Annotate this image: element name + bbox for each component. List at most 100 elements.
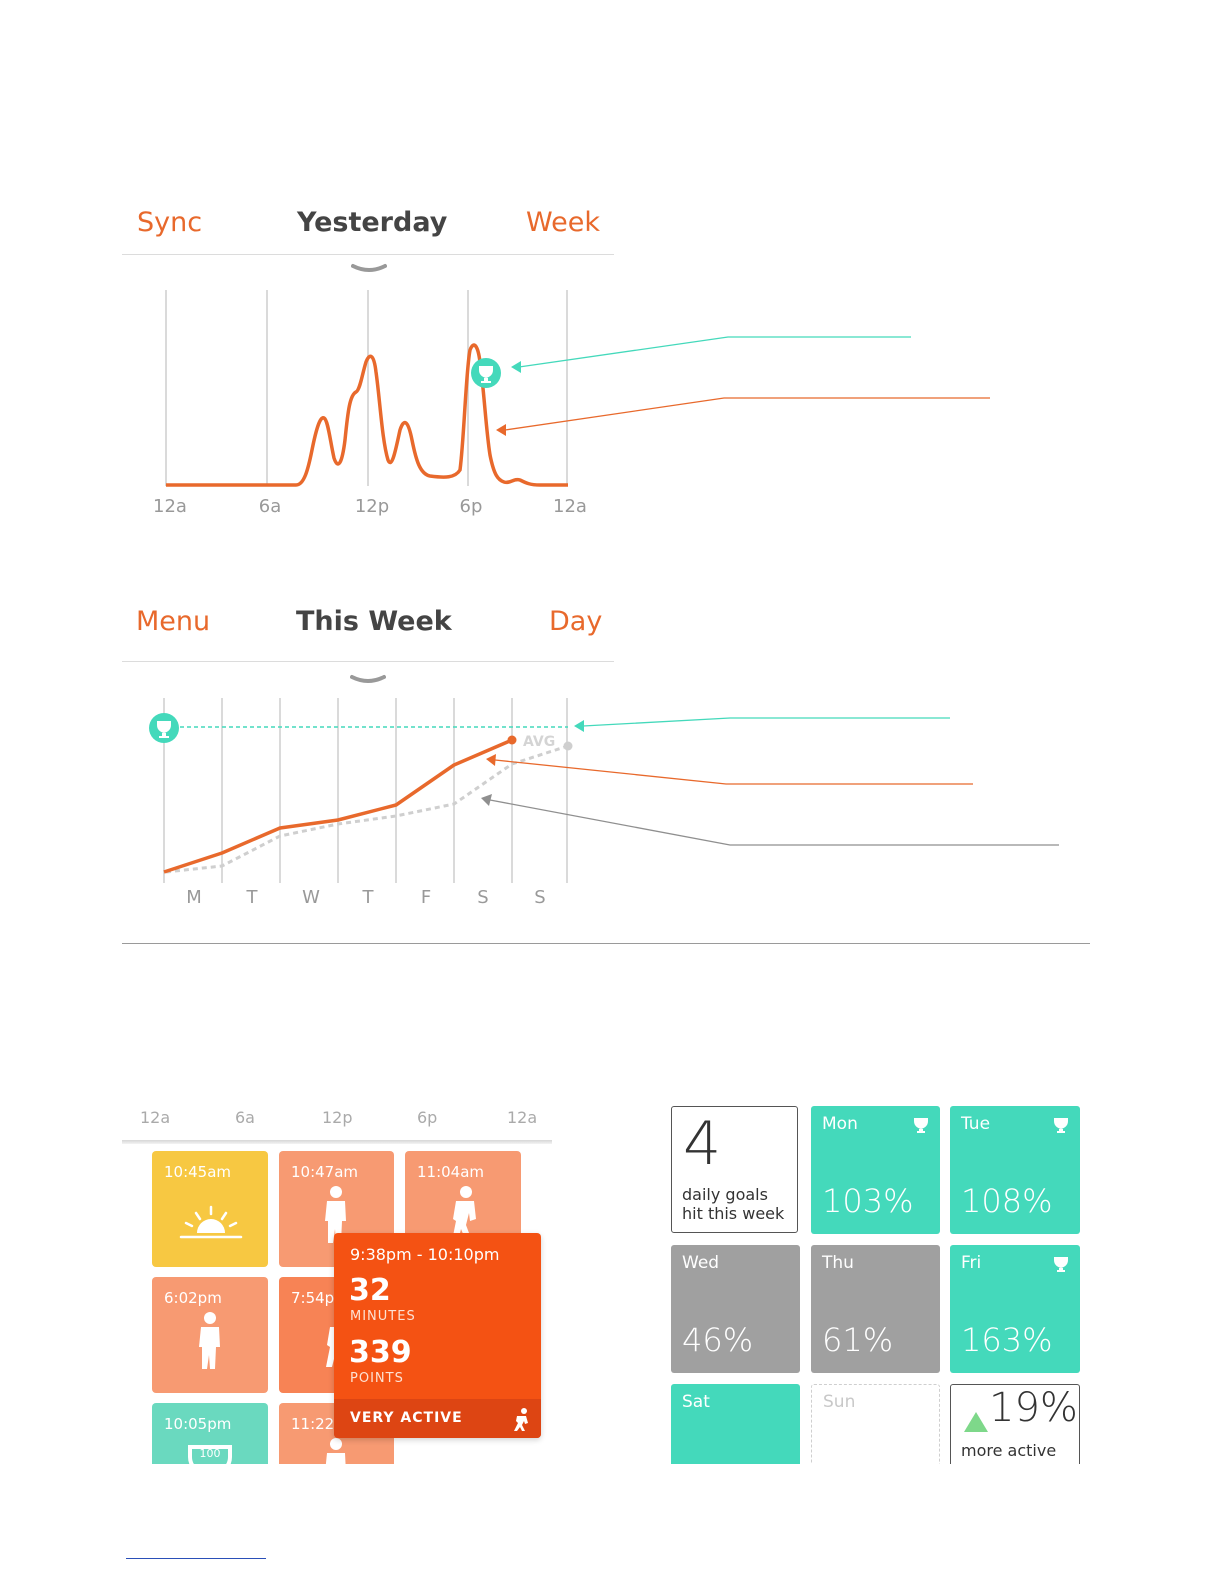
activity-pointer-line bbox=[504, 397, 990, 431]
activity-tile[interactable]: 6:02pm bbox=[152, 1277, 268, 1393]
tile-time: 6:02pm bbox=[164, 1289, 222, 1307]
x-tick-label: M bbox=[186, 887, 202, 908]
tile-time: 10:05pm bbox=[164, 1415, 232, 1433]
trophy-icon bbox=[1054, 1257, 1068, 1272]
day-card-tue[interactable]: Tue 108% bbox=[950, 1106, 1080, 1234]
x-tick-label: T bbox=[362, 887, 375, 908]
timeline-header-shadow bbox=[122, 1140, 552, 1144]
week-chart-gridlines bbox=[163, 698, 568, 883]
popup-minutes-value: 32 bbox=[349, 1273, 391, 1308]
activity-change-card[interactable]: 19% more active bbox=[950, 1384, 1080, 1464]
day-percent: 46% bbox=[682, 1321, 754, 1359]
day-name: Sat bbox=[682, 1392, 710, 1412]
x-tick-label: 12p bbox=[355, 496, 389, 517]
day-name: Sun bbox=[823, 1392, 856, 1412]
timeline-axis: 12a 6a 12p 6p 12a bbox=[122, 1108, 552, 1130]
x-tick-label: T bbox=[246, 887, 259, 908]
tile-time: 10:45am bbox=[164, 1163, 232, 1181]
sync-button[interactable]: Sync bbox=[137, 207, 203, 238]
change-value: 19% bbox=[989, 1385, 1078, 1431]
progress-pointer-line bbox=[494, 759, 973, 785]
goals-count: 4 bbox=[683, 1109, 722, 1179]
goals-label-line2: hit this week bbox=[682, 1204, 785, 1223]
day-name: Thu bbox=[822, 1253, 854, 1273]
day-card-mon[interactable]: Mon 103% bbox=[811, 1106, 940, 1234]
day-name: Fri bbox=[961, 1253, 982, 1273]
walking-person-icon bbox=[199, 1312, 220, 1369]
activity-detail-popup[interactable]: 9:38pm - 10:10pm 32 MINUTES 339 POINTS V… bbox=[334, 1233, 541, 1438]
day-name: Tue bbox=[961, 1114, 991, 1134]
day-card-fri[interactable]: Fri 163% bbox=[950, 1245, 1080, 1373]
trophy-icon bbox=[914, 1118, 928, 1133]
tile-time: 10:47am bbox=[291, 1163, 359, 1181]
day-button[interactable]: Day bbox=[549, 606, 603, 637]
popup-points-value: 339 bbox=[349, 1335, 412, 1370]
day-view-divider bbox=[122, 254, 614, 255]
progress-pointer-arrow-icon bbox=[486, 754, 496, 766]
day-goal-marker bbox=[471, 358, 501, 388]
this-week-endpoint bbox=[507, 735, 517, 745]
trophy-icon bbox=[479, 366, 493, 383]
day-percent: 103% bbox=[822, 1182, 914, 1220]
x-tick-label: 6p bbox=[417, 1108, 438, 1127]
walking-person-icon bbox=[325, 1438, 346, 1464]
up-triangle-icon bbox=[964, 1412, 988, 1432]
trophy-icon bbox=[188, 1445, 232, 1464]
tile-time: 11:04am bbox=[417, 1163, 485, 1181]
footnote-rule bbox=[126, 1558, 266, 1559]
day-annotation-pointers bbox=[496, 336, 990, 436]
week-goal-marker bbox=[149, 713, 179, 743]
day-name: Mon bbox=[822, 1114, 858, 1134]
day-view-title: Yesterday bbox=[297, 207, 448, 238]
week-button[interactable]: Week bbox=[526, 207, 600, 238]
running-person-icon bbox=[514, 1408, 528, 1431]
average-pointer-arrow-icon bbox=[481, 794, 492, 806]
change-label: more active bbox=[961, 1441, 1057, 1460]
goals-label-line1: daily goals bbox=[682, 1185, 768, 1204]
goals-count-card[interactable]: 4 daily goals hit this week bbox=[671, 1106, 798, 1233]
section-divider bbox=[122, 943, 1090, 944]
chevron-down-icon[interactable] bbox=[350, 673, 386, 687]
popup-time-range: 9:38pm - 10:10pm bbox=[350, 1245, 500, 1264]
day-chart-gridlines bbox=[165, 290, 568, 486]
day-card-thu[interactable]: Thu 61% bbox=[811, 1245, 940, 1373]
day-card-sat[interactable]: Sat bbox=[671, 1384, 800, 1464]
trophy-icon bbox=[157, 721, 171, 738]
x-tick-label: 12a bbox=[507, 1108, 538, 1127]
day-name: Wed bbox=[682, 1253, 720, 1273]
week-view-title: This Week bbox=[296, 606, 452, 637]
day-card-sun[interactable]: Sun bbox=[811, 1384, 940, 1464]
this-week-line bbox=[163, 738, 513, 874]
x-tick-label: S bbox=[534, 887, 545, 908]
goal-pointer-line bbox=[518, 336, 911, 368]
week-x-axis: M T W T F S S bbox=[186, 887, 545, 908]
running-person-icon bbox=[452, 1186, 476, 1241]
x-tick-label: W bbox=[302, 887, 320, 908]
day-percent: 163% bbox=[961, 1321, 1053, 1359]
popup-points-label: POINTS bbox=[350, 1371, 404, 1386]
chevron-down-icon[interactable] bbox=[351, 262, 387, 276]
x-tick-label: 12a bbox=[553, 496, 587, 517]
popup-minutes-label: MINUTES bbox=[350, 1309, 416, 1324]
activity-pointer-arrow-icon bbox=[496, 424, 506, 436]
average-endpoint bbox=[563, 741, 573, 751]
trophy-icon bbox=[1054, 1118, 1068, 1133]
x-tick-label: F bbox=[421, 887, 431, 908]
walking-person-icon bbox=[325, 1186, 346, 1243]
activity-tile[interactable]: 10:05pm 100 bbox=[152, 1403, 268, 1464]
week-view-divider bbox=[122, 661, 614, 662]
x-tick-label: 6a bbox=[259, 496, 281, 517]
goal-pointer-line bbox=[582, 717, 950, 727]
average-line bbox=[165, 744, 569, 874]
sunrise-icon bbox=[179, 1205, 243, 1239]
day-card-wed[interactable]: Wed 46% bbox=[671, 1245, 800, 1373]
x-tick-label: 12a bbox=[140, 1108, 171, 1127]
timeline-tiles-viewport[interactable]: 10:45am 10:47am 11:04am bbox=[122, 1144, 562, 1464]
x-tick-label: S bbox=[477, 887, 488, 908]
goal-pointer-arrow-icon bbox=[574, 720, 584, 732]
x-tick-label: 6p bbox=[460, 496, 483, 517]
trophy-badge: 100 bbox=[199, 1447, 221, 1460]
menu-button[interactable]: Menu bbox=[136, 606, 211, 637]
day-x-axis: 12a 6a 12p 6p 12a bbox=[153, 496, 587, 517]
activity-tile[interactable]: 10:45am bbox=[152, 1151, 268, 1267]
